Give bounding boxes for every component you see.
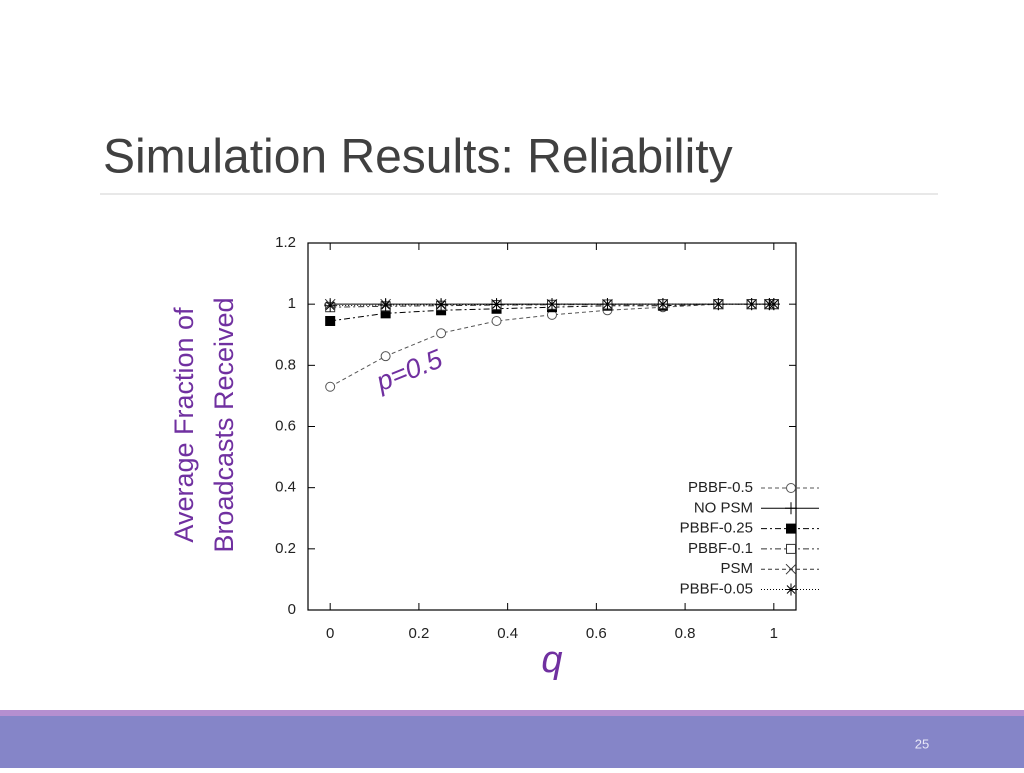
x-tick-label: 0.6 [586,625,607,642]
data-point [325,315,336,326]
footer-stripe [0,710,1024,716]
data-point [435,298,448,311]
data-point [379,299,392,312]
footer-band [0,716,1024,768]
legend-label: PBBF-0.5 [688,479,753,496]
data-point [325,381,336,392]
legend-marker [785,583,797,596]
data-point [656,298,669,311]
y-label-line: Average Fraction of [169,307,199,543]
x-tick-label: 0.4 [497,625,518,642]
legend-marker [786,543,796,554]
y-tick-label: 0.8 [275,356,296,373]
data-point [546,298,558,311]
legend-marker [785,502,797,515]
y-tick-label: 1.2 [275,234,296,251]
legend-marker [786,483,796,493]
legend-label: PBBF-0.05 [680,580,753,597]
data-point [601,298,614,311]
y-tick-label: 0 [288,601,296,618]
page-number: 25 [915,736,929,751]
legend-label: NO PSM [694,499,753,516]
y-tick-label: 1 [288,295,296,312]
y-tick-label: 0.2 [275,540,296,557]
data-point [324,299,337,312]
x-tick-label: 0.8 [675,625,696,642]
y-tick-label: 0.4 [275,479,296,496]
data-point [436,328,447,339]
legend-marker [785,563,797,575]
legend-label: PSM [720,560,753,577]
x-tick-label: 0.2 [408,625,429,642]
x-axis-label: q [541,639,562,681]
legend-marker [786,523,796,534]
data-point [712,298,725,311]
data-point [745,298,758,311]
x-tick-label: 1 [770,625,778,642]
data-point [491,315,502,326]
data-point [380,308,391,319]
annotation: p=0.5 [371,343,447,397]
x-tick-label: 0 [326,625,334,642]
y-label-line: Broadcasts Received [209,297,239,552]
y-axis-label: Average Fraction of Broadcasts Received [169,297,239,552]
legend-label: PBBF-0.25 [680,520,753,537]
legend-label: PBBF-0.1 [688,540,753,557]
slide-title: Simulation Results: Reliability [103,131,733,184]
series-line [330,303,774,322]
data-point [490,298,503,311]
data-point [380,351,391,362]
y-tick-label: 0.6 [275,417,296,434]
data-point [767,298,780,311]
